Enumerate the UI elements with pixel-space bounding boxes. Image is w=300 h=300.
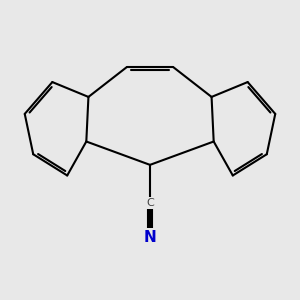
Text: C: C <box>146 198 154 208</box>
Text: N: N <box>144 230 156 244</box>
